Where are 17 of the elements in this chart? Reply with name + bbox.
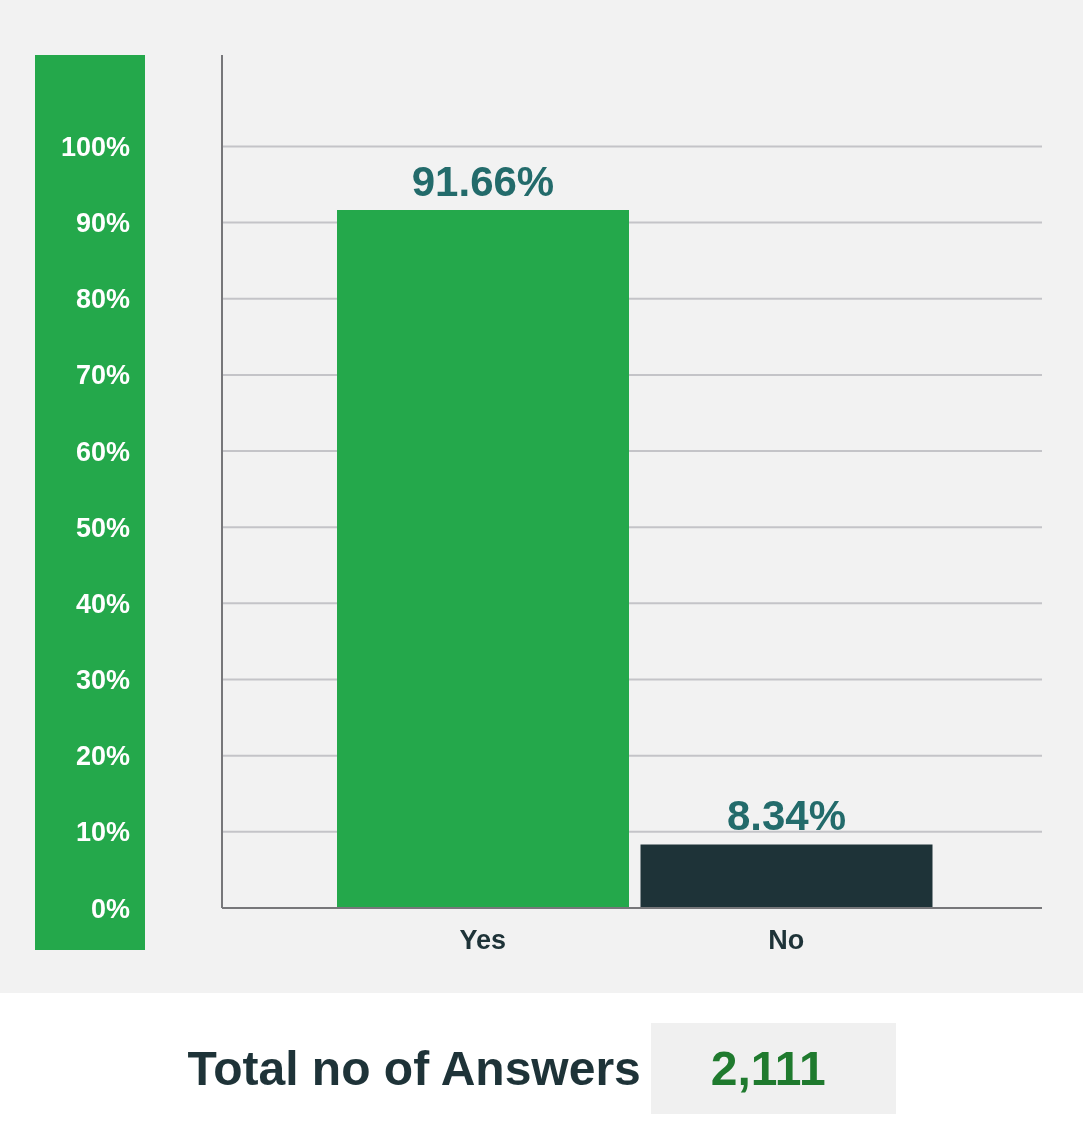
y-tick-label: 100% — [60, 131, 130, 162]
y-tick-label: 30% — [75, 665, 130, 696]
x-tick-label: Yes — [459, 925, 507, 956]
data-label: 91.66% — [411, 157, 555, 205]
y-tick-label: 20% — [75, 741, 130, 772]
y-tick-label: 0% — [90, 893, 130, 924]
y-tick-label: 50% — [75, 512, 130, 543]
y-tick-label: 10% — [75, 817, 130, 848]
text: 2,111 — [650, 1022, 896, 1114]
y-tick-label: 90% — [75, 208, 130, 239]
data-label: 8.34% — [726, 792, 847, 840]
x-tick-label: No — [768, 925, 805, 956]
y-tick-label: 80% — [75, 284, 130, 315]
y-tick-label: 70% — [75, 360, 130, 391]
text: Total no of Answers — [187, 1040, 641, 1096]
y-tick-label: 60% — [75, 436, 130, 467]
y-tick-label: 40% — [75, 588, 130, 619]
